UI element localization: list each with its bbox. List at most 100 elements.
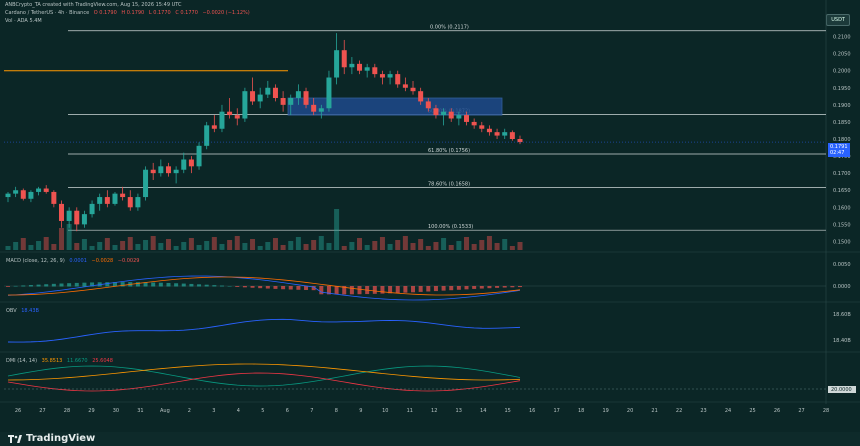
candle-body: [81, 214, 87, 225]
volume-bar: [410, 243, 416, 250]
volume-bar: [494, 243, 500, 250]
x-tick-label: 28: [64, 408, 70, 414]
candle-body: [517, 139, 523, 143]
volume-bar: [318, 236, 324, 250]
y-tick-label: 0.1800: [833, 137, 851, 143]
candle-body: [196, 145, 202, 167]
candle-body: [303, 91, 309, 105]
obv-title[interactable]: OBV: [6, 308, 17, 314]
candle-body: [486, 128, 492, 133]
volume-bar: [341, 246, 347, 250]
volume-bar: [517, 242, 523, 250]
volume-info: Vol · ADA 5.4M: [5, 18, 42, 24]
macd-hist-bar: [82, 282, 87, 287]
volume-bar: [66, 224, 72, 250]
dmi-value-2: 11.6670: [66, 358, 88, 364]
volume-bar: [395, 240, 401, 250]
volume-bar: [418, 239, 424, 250]
candle-body: [326, 77, 332, 109]
macd-hist-bar: [357, 286, 362, 295]
volume-bar: [265, 242, 271, 250]
symbol-name[interactable]: Cardano / TetherUS · 4h · Binance: [5, 10, 90, 16]
countdown: 02:47: [830, 150, 845, 156]
fib-level-label: 100.00% (0.1533): [428, 224, 473, 230]
candle-body: [295, 91, 301, 99]
macd-hist-bar: [441, 286, 446, 291]
macd-hist-bar: [44, 284, 49, 287]
macd-hist-bar: [212, 285, 217, 287]
candle-body: [425, 101, 431, 109]
adx-line: [7, 363, 521, 381]
macd-hist-bar: [372, 286, 377, 294]
volume-bar: [5, 246, 11, 250]
volume-bar: [28, 245, 34, 250]
x-tick-label: 29: [88, 408, 94, 414]
macd-title[interactable]: MACD (close, 12, 26, 9): [6, 258, 65, 264]
y-tick-label: 0.1550: [833, 222, 851, 228]
macd-hist-bar: [36, 284, 41, 287]
candle-body: [36, 188, 42, 192]
candle-body: [311, 104, 317, 112]
macd-hist-bar: [67, 283, 72, 287]
volume-bar: [219, 244, 225, 250]
volume-bar: [280, 245, 286, 250]
dmi-title[interactable]: DMI (14, 14): [6, 358, 38, 364]
volume-bar: [479, 240, 485, 250]
currency-badge[interactable]: USDT: [826, 14, 850, 26]
x-tick-label: 27: [798, 408, 804, 414]
x-tick-label: 8: [335, 408, 338, 414]
macd-hist-bar: [59, 283, 64, 287]
macd-hist-bar: [120, 282, 125, 287]
volume-bar: [135, 244, 141, 250]
volume-bar: [448, 245, 454, 250]
tradingview-brand[interactable]: TradingView: [8, 433, 95, 444]
obv-y-tick: 18.60B: [833, 312, 851, 318]
macd-hist-bar: [242, 286, 247, 288]
volume-bar: [311, 240, 317, 250]
candle-body: [280, 98, 286, 105]
y-tick-label: 0.2050: [833, 52, 851, 58]
candle-body: [387, 74, 393, 78]
macd-y-tick: 0.0000: [833, 284, 851, 290]
candle-body: [97, 197, 103, 204]
macd-hist-bar: [464, 286, 469, 290]
macd-line: [7, 275, 521, 301]
candle-body: [418, 91, 424, 102]
macd-hist-bar: [456, 286, 461, 290]
x-tick-label: 10: [382, 408, 388, 414]
last-price-box: 0.1791 02:47: [828, 143, 850, 157]
macd-hist-bar: [51, 283, 56, 287]
macd-y-tick: 0.0050: [833, 262, 851, 268]
tradingview-logo-icon: [8, 434, 22, 443]
macd-hist-bar: [74, 282, 79, 287]
volume-bar: [234, 236, 240, 250]
y-tick-label: 0.2000: [833, 69, 851, 75]
candle-body: [211, 125, 217, 129]
volume-bar: [181, 242, 187, 250]
candle-body: [89, 203, 95, 215]
macd-hist-bar: [6, 286, 10, 287]
candle-body: [272, 87, 278, 99]
volume-bar: [158, 243, 164, 250]
x-tick-label: 19: [602, 408, 608, 414]
fib-level-label: 0.00% (0.2117): [430, 25, 469, 31]
candle-body: [66, 210, 72, 221]
y-tick-label: 0.1500: [833, 239, 851, 245]
y-tick-label: 0.1900: [833, 103, 851, 109]
candle-body: [143, 169, 149, 198]
macd-hist-bar: [311, 286, 316, 291]
macd-hist-bar: [304, 286, 309, 290]
x-tick-label: 28: [823, 408, 829, 414]
x-tick-label: 4: [237, 408, 240, 414]
macd-hist-bar: [433, 286, 438, 292]
candle-body: [28, 191, 34, 199]
macd-hist-bar: [349, 286, 354, 295]
candle-body: [341, 50, 347, 68]
volume-bar: [272, 238, 278, 250]
candle-body: [188, 159, 194, 167]
y-tick-label: 0.1650: [833, 188, 851, 194]
macd-hist-bar: [235, 286, 240, 287]
x-tick-label: 3: [212, 408, 215, 414]
x-tick-label: 26: [15, 408, 21, 414]
